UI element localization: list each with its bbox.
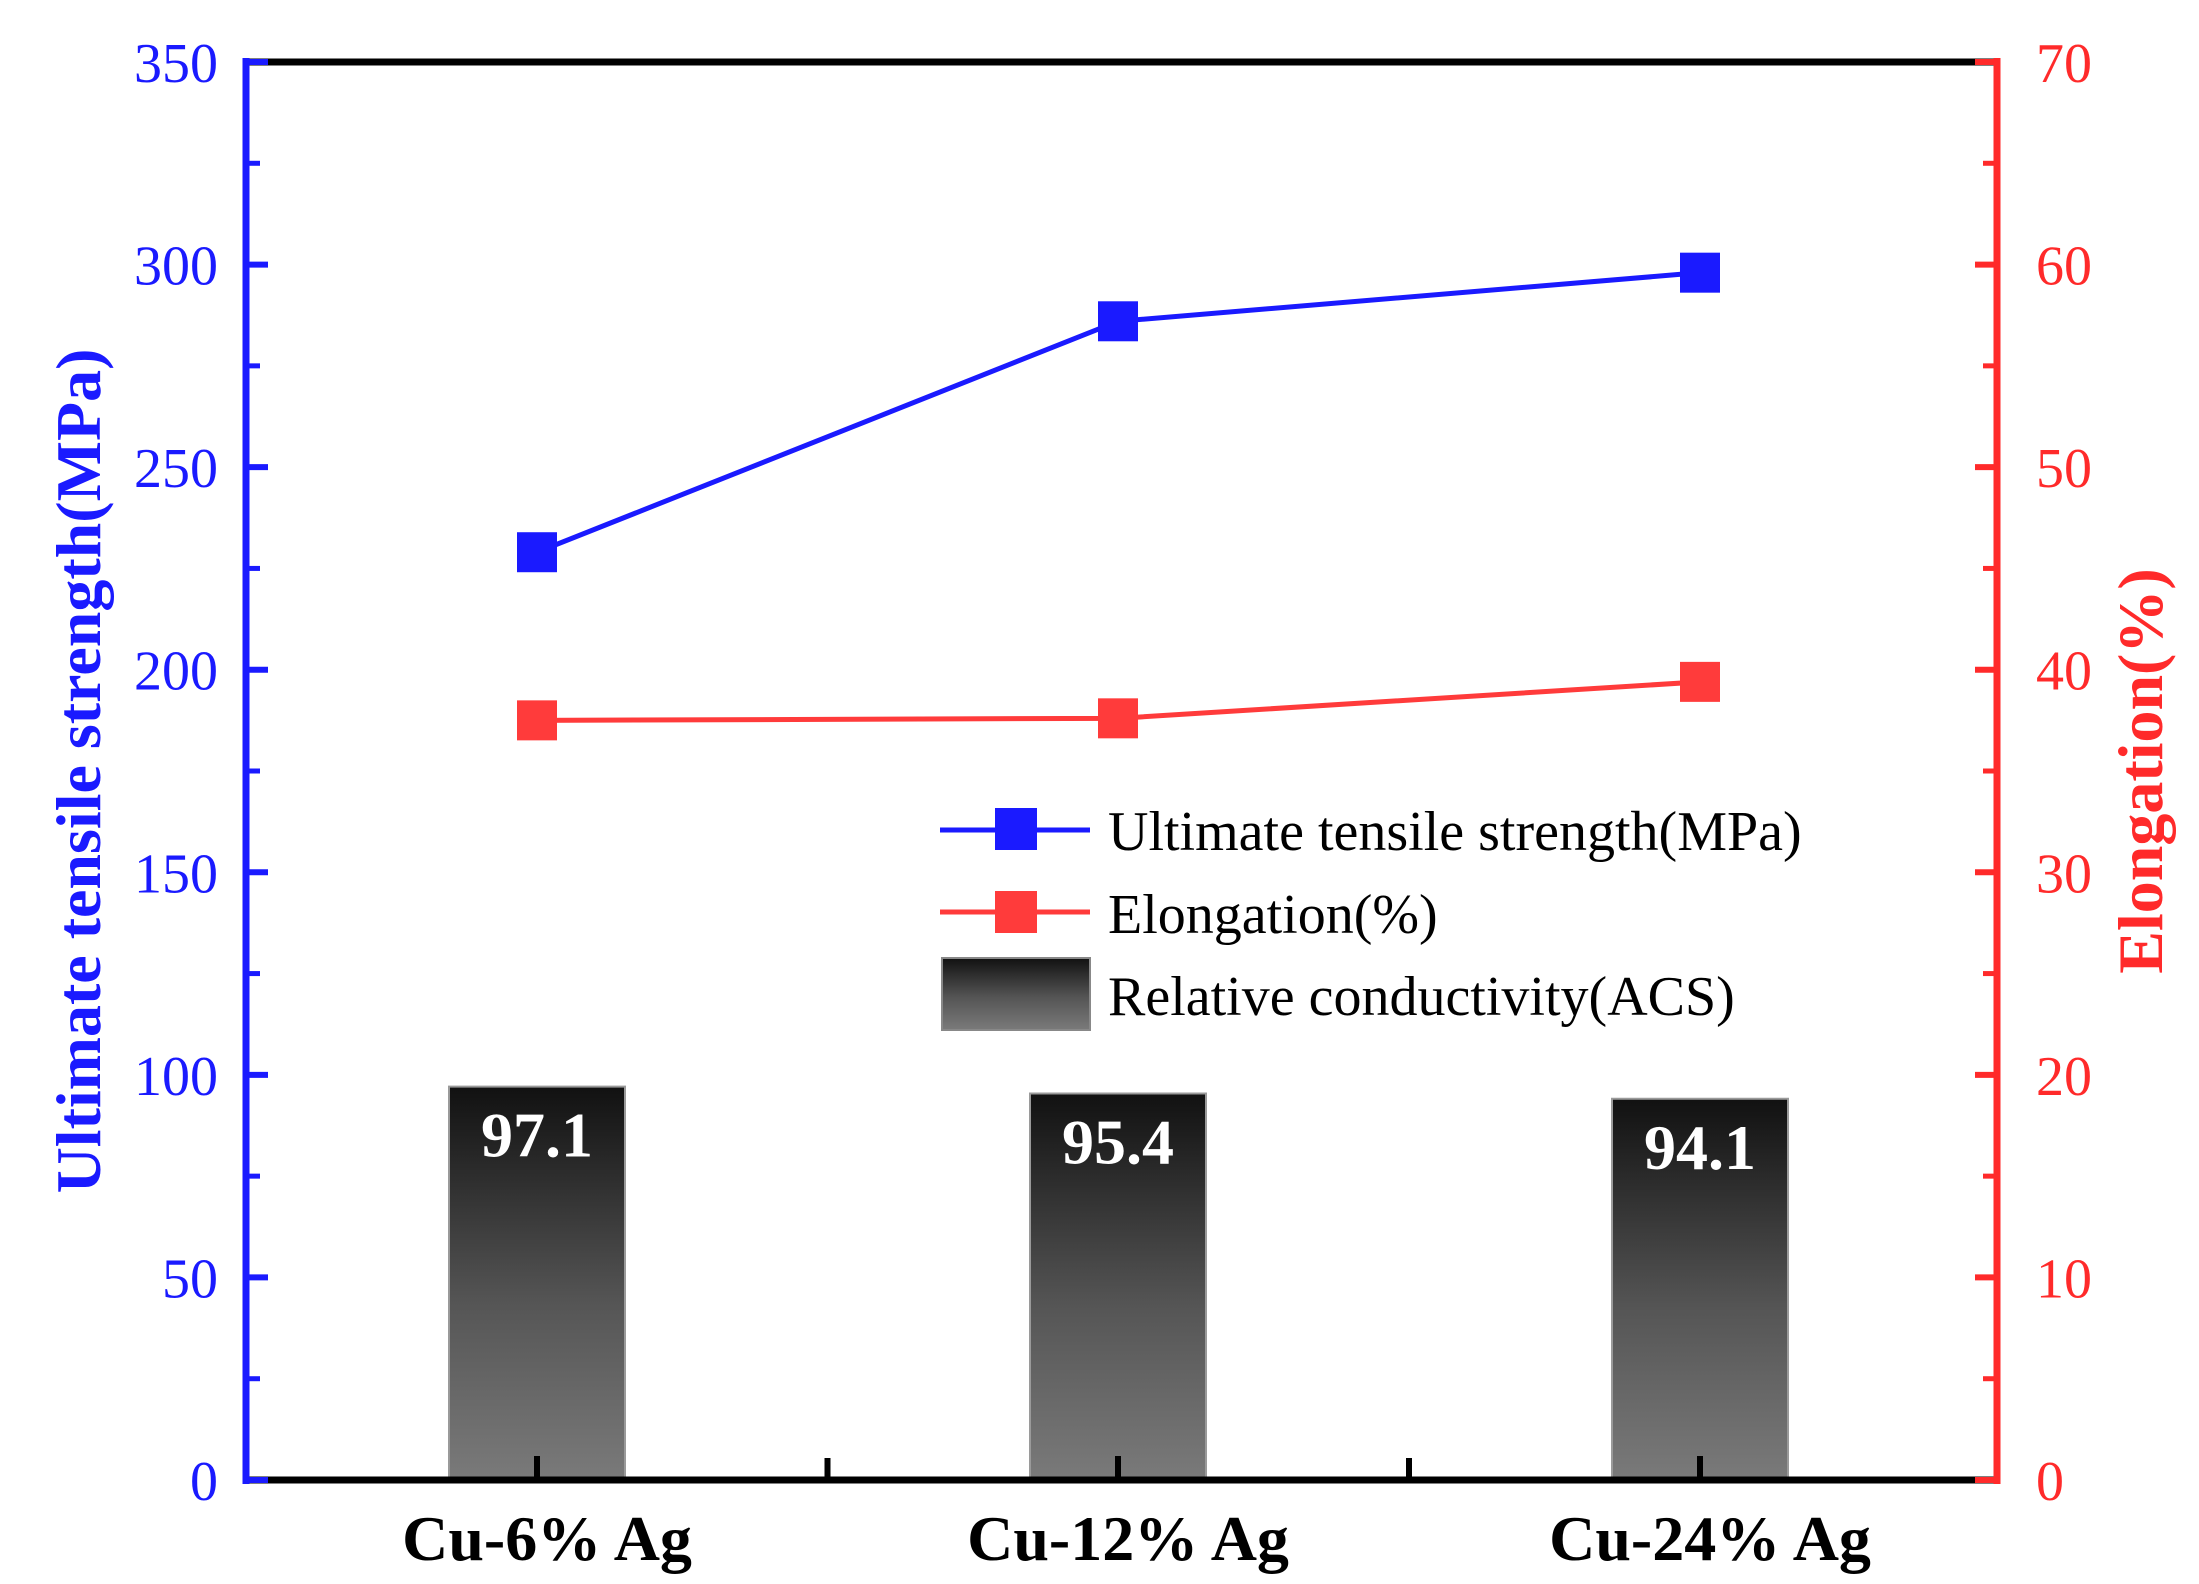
left-tick-label: 350 <box>134 33 218 95</box>
right-tick-label: 10 <box>2036 1248 2092 1310</box>
legend-conductivity-label: Relative conductivity(ACS) <box>1108 966 1735 1028</box>
conductivity-bar-label: 94.1 <box>1644 1112 1756 1183</box>
legend: Ultimate tensile strength(MPa) Elongatio… <box>940 801 1802 1031</box>
conductivity-bar-label: 97.1 <box>481 1100 593 1171</box>
x-tick-label: Cu-6% Ag <box>402 1503 692 1574</box>
conductivity-bar <box>1611 1097 1789 1482</box>
left-tick-label: 150 <box>134 843 218 905</box>
left-tick-label: 100 <box>134 1046 218 1108</box>
legend-conductivity-swatch <box>941 957 1091 1031</box>
elongation-point <box>1098 698 1138 739</box>
strength-point <box>1680 252 1720 293</box>
right-tick-label: 40 <box>2036 641 2092 703</box>
left-tick-label: 250 <box>134 438 218 500</box>
right-tick-label: 30 <box>2036 843 2092 905</box>
elongation-point <box>1680 661 1720 702</box>
x-tick-label: Cu-12% Ag <box>967 1503 1289 1574</box>
elongation-point <box>517 700 557 741</box>
legend-elongation-marker <box>995 891 1037 933</box>
right-tick-label: 50 <box>2036 438 2092 500</box>
left-tick-label: 300 <box>134 236 218 298</box>
left-tick-label: 0 <box>190 1451 218 1513</box>
right-tick-label: 20 <box>2036 1046 2092 1108</box>
right-tick-label: 0 <box>2036 1451 2064 1513</box>
conductivity-bar <box>1029 1092 1207 1482</box>
left-tick-label: 200 <box>134 641 218 703</box>
left-tick-label: 50 <box>162 1248 218 1310</box>
strength-point <box>517 532 557 573</box>
left-axis-title: Ultimate tensile strength(MPa) <box>43 349 114 1194</box>
right-tick-label: 70 <box>2036 33 2092 95</box>
conductivity-bar <box>448 1085 626 1482</box>
legend-strength-marker <box>995 808 1037 850</box>
strength-point <box>1098 301 1138 342</box>
legend-elongation-label: Elongation(%) <box>1108 884 1438 946</box>
legend-strength-label: Ultimate tensile strength(MPa) <box>1108 801 1802 863</box>
right-tick-label: 60 <box>2036 236 2092 298</box>
x-tick-label: Cu-24% Ag <box>1549 1503 1871 1574</box>
conductivity-bar-label: 95.4 <box>1062 1106 1174 1177</box>
right-axis-title: Elongation(%) <box>2105 568 2176 973</box>
